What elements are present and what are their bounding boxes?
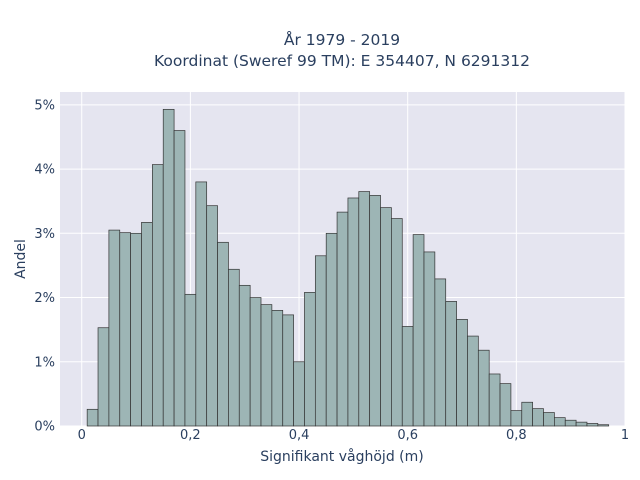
histogram-bar bbox=[532, 408, 544, 427]
histogram-bar bbox=[380, 207, 392, 427]
histogram-bar bbox=[228, 268, 240, 427]
histogram-bar bbox=[543, 412, 555, 427]
histogram-bar bbox=[238, 284, 251, 427]
x-ticks: 0 0,2 0,4 0,6 0,8 1 bbox=[78, 428, 630, 443]
histogram-bar bbox=[152, 164, 164, 427]
histogram-bar bbox=[195, 181, 208, 427]
histogram-bar bbox=[597, 424, 610, 427]
histogram-bar bbox=[217, 241, 229, 427]
histogram-bar bbox=[130, 232, 142, 427]
histogram-bar bbox=[586, 423, 599, 427]
y-tick-label: 0% bbox=[34, 420, 55, 435]
histogram-bar bbox=[86, 408, 99, 427]
histogram-bar bbox=[456, 319, 468, 427]
histogram-bar bbox=[434, 278, 447, 427]
y-ticks: 0% 1% 2% 3% 4% 5% bbox=[34, 98, 55, 434]
histogram-bar bbox=[477, 349, 490, 427]
y-tick-label: 5% bbox=[34, 98, 55, 113]
histogram-bar bbox=[521, 401, 533, 427]
x-axis-label: Signifikant våghöjd (m) bbox=[260, 448, 423, 465]
histogram-bar bbox=[325, 232, 338, 427]
histogram-bar bbox=[488, 373, 501, 427]
histogram-bar bbox=[445, 301, 457, 427]
x-tick-label: 0,2 bbox=[180, 428, 201, 443]
x-tick-label: 0,4 bbox=[289, 428, 310, 443]
x-tick-label: 0,6 bbox=[397, 428, 418, 443]
y-tick-label: 1% bbox=[34, 355, 55, 370]
x-tick-label: 0,8 bbox=[506, 428, 527, 443]
histogram-bar bbox=[467, 335, 479, 427]
chart-title-line-2: Koordinat (Sweref 99 TM): E 354407, N 62… bbox=[154, 52, 530, 70]
histogram-bar bbox=[369, 195, 381, 427]
y-tick-label: 4% bbox=[34, 163, 55, 178]
histogram-bar bbox=[564, 419, 577, 427]
x-tick-label: 0 bbox=[78, 428, 86, 443]
y-tick-label: 2% bbox=[34, 291, 55, 306]
histogram-bar bbox=[97, 327, 110, 427]
histogram-bar bbox=[249, 297, 262, 427]
histogram-bar bbox=[358, 191, 371, 427]
histogram-bar bbox=[336, 211, 349, 427]
chart-title-line-1: År 1979 - 2019 bbox=[284, 30, 400, 49]
y-tick-label: 3% bbox=[34, 227, 55, 242]
histogram-bar bbox=[510, 410, 523, 427]
histogram-bar bbox=[260, 304, 273, 427]
histogram-bar bbox=[412, 234, 425, 427]
histogram-bar bbox=[347, 197, 360, 427]
histogram-bar bbox=[173, 130, 186, 427]
bars bbox=[86, 108, 610, 427]
histogram-bar bbox=[271, 310, 284, 427]
histogram-bar bbox=[162, 108, 175, 427]
histogram-bar bbox=[282, 314, 294, 427]
histogram-bar bbox=[499, 383, 512, 427]
histogram-bar bbox=[401, 326, 414, 427]
histogram-bar bbox=[293, 361, 305, 427]
histogram-bar bbox=[391, 218, 403, 427]
histogram-bar bbox=[575, 421, 588, 427]
histogram-bar bbox=[184, 293, 197, 427]
histogram-bar bbox=[554, 417, 566, 427]
histogram-bar bbox=[314, 255, 327, 427]
histogram-bar bbox=[119, 232, 131, 427]
histogram-bar bbox=[108, 229, 121, 427]
x-tick-label: 1 bbox=[621, 428, 629, 443]
histogram-bar bbox=[423, 251, 436, 427]
y-axis-label: Andel bbox=[13, 239, 29, 279]
histogram-bar bbox=[304, 292, 316, 427]
histogram-bar bbox=[206, 205, 218, 427]
histogram-bar bbox=[141, 222, 153, 427]
